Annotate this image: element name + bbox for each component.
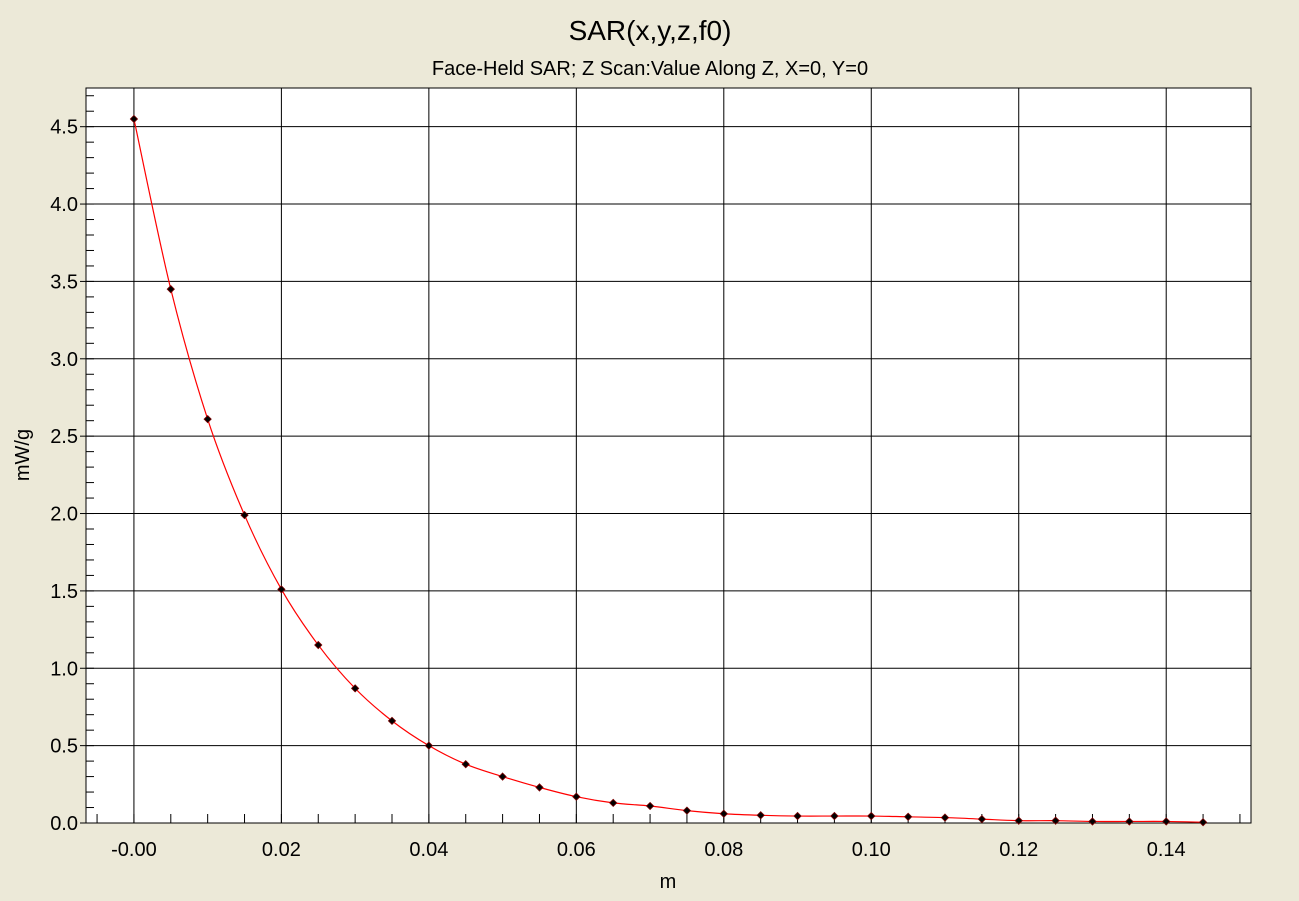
data-point xyxy=(719,809,728,818)
data-point xyxy=(387,716,397,726)
y-tick-label: 2.5 xyxy=(50,426,78,448)
data-point xyxy=(535,783,544,792)
y-tick-label: 0.0 xyxy=(50,813,78,835)
data-point xyxy=(1051,816,1060,825)
data-points xyxy=(129,114,1208,827)
data-point xyxy=(314,640,323,650)
data-point xyxy=(166,284,175,294)
data-point xyxy=(350,684,360,693)
data-point xyxy=(940,813,950,822)
data-point xyxy=(1162,817,1171,826)
chart-title: SAR(x,y,z,f0) xyxy=(569,15,732,46)
data-point xyxy=(977,814,987,824)
y-tick-label: 1.0 xyxy=(50,658,78,680)
data-point xyxy=(1198,818,1208,827)
y-tick-label: 4.0 xyxy=(50,194,78,216)
data-point xyxy=(424,741,434,750)
grid-lines xyxy=(86,88,1251,824)
data-point xyxy=(1088,817,1097,826)
data-point xyxy=(867,811,876,821)
x-tick-label: 0.14 xyxy=(1147,839,1186,861)
data-point xyxy=(1014,816,1023,825)
data-point xyxy=(129,114,139,124)
x-tick-label: 0.08 xyxy=(704,839,743,861)
data-point xyxy=(793,811,802,821)
data-point xyxy=(682,806,692,815)
x-tick-label: 0.12 xyxy=(999,839,1038,861)
data-point xyxy=(645,801,655,811)
y-tick-label: 2.0 xyxy=(50,504,78,526)
data-point xyxy=(203,414,212,424)
data-point xyxy=(609,798,618,808)
data-point xyxy=(572,792,581,801)
y-tick-label: 4.5 xyxy=(50,117,78,139)
data-point xyxy=(498,772,507,781)
x-tick-label: 0.06 xyxy=(557,839,596,861)
data-point xyxy=(756,811,765,820)
x-tick-label: 0.04 xyxy=(409,839,448,861)
x-axis-label: m xyxy=(660,871,677,893)
data-point xyxy=(240,510,249,520)
y-tick-label: 3.5 xyxy=(50,271,78,293)
x-tick-label: 0.02 xyxy=(262,839,301,861)
data-point xyxy=(830,811,839,821)
x-tick-label: -0.00 xyxy=(111,839,157,861)
y-tick-label: 0.5 xyxy=(50,736,78,758)
x-tick-label: 0.10 xyxy=(852,839,891,861)
data-point xyxy=(1125,817,1134,826)
x-axis-ticks: -0.00 0.02 0.04 0.06 0.08 0.10 0.12 0.14 xyxy=(111,839,1186,861)
plot-area xyxy=(85,87,1252,824)
data-point xyxy=(277,585,286,594)
y-axis-ticks: 0.0 0.5 1.0 1.5 2.0 2.5 3.0 3.5 4.0 4.5 xyxy=(50,117,86,835)
data-point xyxy=(461,760,470,769)
y-tick-label: 3.0 xyxy=(50,349,78,371)
y-tick-label: 1.5 xyxy=(50,581,78,603)
data-point xyxy=(903,812,913,821)
y-axis-label: mW/g xyxy=(12,429,34,481)
chart-subtitle: Face-Held SAR; Z Scan:Value Along Z, X=0… xyxy=(432,58,868,80)
